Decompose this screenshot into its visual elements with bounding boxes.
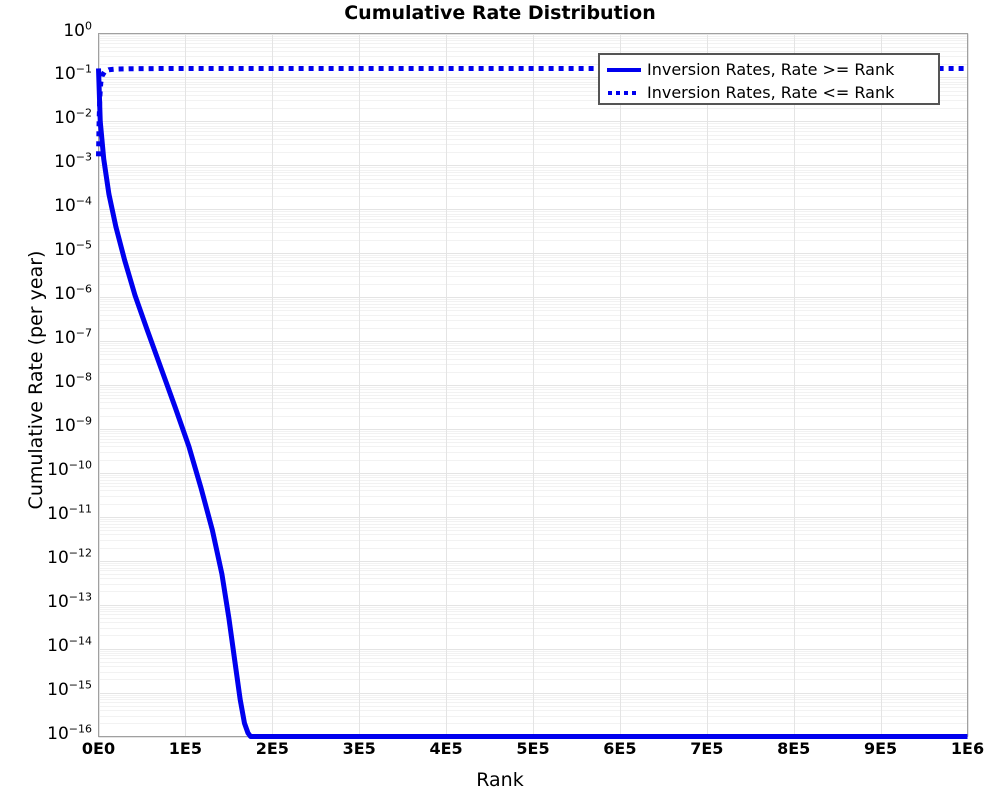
y-tick-label: 10−2 [54, 106, 92, 129]
x-tick-label: 9E5 [863, 739, 898, 758]
y-tick-label: 10−10 [47, 458, 92, 480]
y-tick-label: 10−4 [54, 194, 92, 217]
legend-label-rate-le-rank: Inversion Rates, Rate <= Rank [647, 83, 895, 102]
series-line-0 [96, 68, 968, 739]
y-tick-label: 10−11 [47, 502, 92, 524]
y-tick-label: 10−5 [54, 238, 92, 261]
x-tick-label: 3E5 [342, 739, 376, 758]
y-tick-label: 10−16 [47, 721, 92, 744]
x-tick-label: 7E5 [690, 739, 724, 758]
y-tick-label: 100 [63, 18, 92, 41]
x-tick-label: 2E5 [255, 739, 289, 758]
y-tick-label: 10−13 [47, 590, 92, 612]
legend-item-rate-ge-rank[interactable]: Inversion Rates, Rate >= Rank [607, 58, 931, 81]
x-tick-label: 4E5 [429, 739, 463, 758]
y-tick-label: 10−14 [47, 633, 92, 656]
chart-title: Cumulative Rate Distribution [344, 2, 656, 24]
legend-swatch-solid-icon [607, 63, 641, 77]
legend-label-rate-ge-rank: Inversion Rates, Rate >= Rank [647, 60, 895, 79]
y-tick-label: 10−1 [54, 62, 92, 85]
legend-item-rate-le-rank[interactable]: Inversion Rates, Rate <= Rank [607, 81, 931, 104]
y-tick-label: 10−6 [54, 282, 92, 305]
y-tick-label: 10−9 [54, 414, 92, 436]
y-tick-label: 10−7 [54, 326, 92, 349]
x-tick-label: 1E5 [168, 739, 202, 758]
x-tick-label: 8E5 [777, 739, 811, 758]
x-tick-label: 6E5 [603, 739, 637, 758]
x-axis-title: Rank [476, 769, 524, 791]
legend-swatch-dotted-icon [607, 86, 641, 100]
legend[interactable]: Inversion Rates, Rate >= Rank Inversion … [598, 53, 940, 105]
y-tick-label: 10−8 [54, 370, 92, 392]
x-tick-label: 1E6 [950, 739, 985, 758]
x-tick-label: 0E0 [81, 739, 116, 758]
y-tick-label: 10−15 [47, 677, 92, 700]
x-tick-label: 5E5 [516, 739, 550, 758]
y-tick-label: 10−12 [47, 546, 92, 568]
y-tick-label: 10−3 [54, 150, 92, 173]
